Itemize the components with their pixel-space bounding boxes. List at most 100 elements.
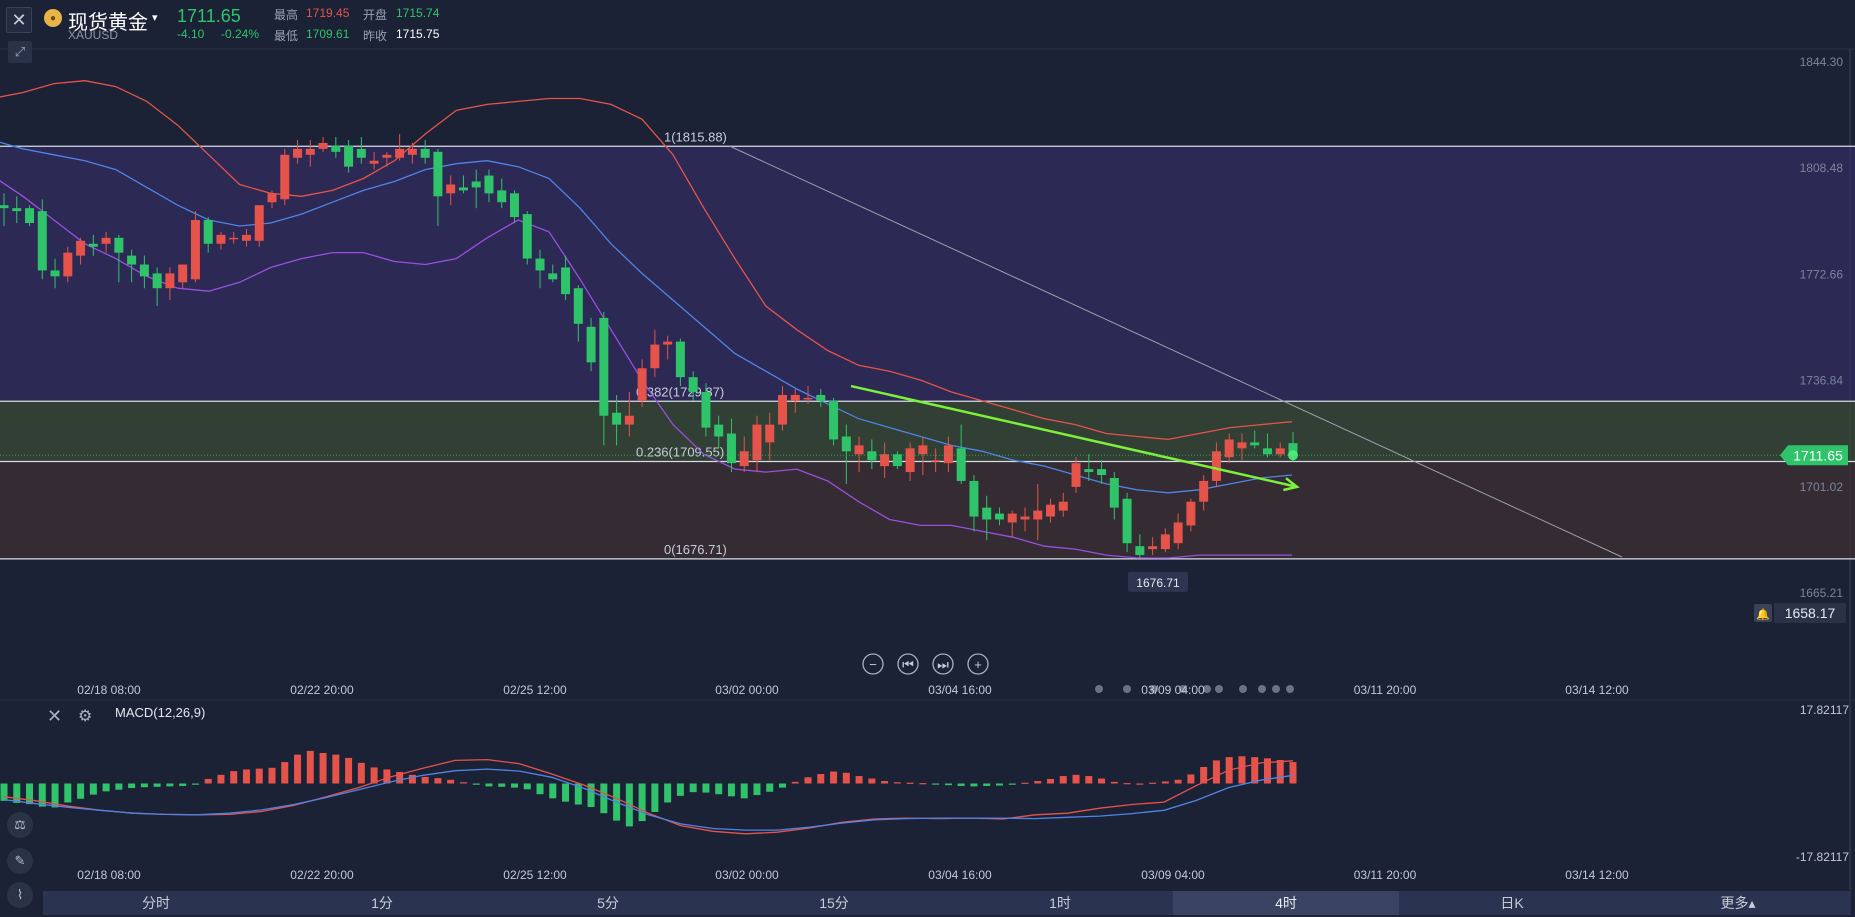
range-dot[interactable] bbox=[1203, 685, 1211, 693]
candle-body[interactable] bbox=[956, 448, 966, 481]
tab-timeframe-line[interactable]: 分时 bbox=[142, 895, 170, 911]
zoom-in-button[interactable] bbox=[967, 653, 989, 675]
candle-style-button[interactable]: ⚖ bbox=[7, 812, 33, 838]
chevron-down-icon[interactable]: ▾ bbox=[152, 12, 158, 24]
candle-body[interactable] bbox=[254, 205, 264, 241]
candle-body[interactable] bbox=[1058, 501, 1068, 511]
candle-body[interactable] bbox=[854, 445, 864, 455]
candle-body[interactable] bbox=[356, 148, 366, 158]
candle-body[interactable] bbox=[714, 424, 724, 437]
candle-body[interactable] bbox=[778, 394, 788, 425]
tab-timeframe-1m[interactable]: 1分 bbox=[371, 895, 393, 911]
candle-body[interactable] bbox=[586, 326, 596, 363]
candle-body[interactable] bbox=[752, 424, 762, 461]
zoom-out-button[interactable] bbox=[862, 653, 884, 675]
tab-timeframe-day[interactable]: 日K bbox=[1500, 895, 1524, 911]
candle-body[interactable] bbox=[1262, 448, 1272, 455]
candle-body[interactable] bbox=[178, 264, 188, 283]
candle-body[interactable] bbox=[841, 436, 851, 452]
candle-body[interactable] bbox=[1097, 469, 1107, 476]
candle-body[interactable] bbox=[1046, 504, 1056, 517]
candle-body[interactable] bbox=[1160, 534, 1170, 550]
candle-body[interactable] bbox=[76, 240, 86, 256]
candle-body[interactable] bbox=[509, 193, 519, 218]
candle-body[interactable] bbox=[1288, 443, 1298, 456]
candle-body[interactable] bbox=[943, 445, 953, 464]
candle-body[interactable] bbox=[1033, 510, 1043, 520]
candle-body[interactable] bbox=[446, 184, 456, 194]
gear-icon[interactable]: ⚙ bbox=[78, 708, 93, 725]
candle-body[interactable] bbox=[1211, 451, 1221, 481]
candle-body[interactable] bbox=[1084, 469, 1094, 473]
range-dot[interactable] bbox=[1179, 685, 1187, 693]
candle-body[interactable] bbox=[790, 394, 800, 401]
candle-body[interactable] bbox=[867, 451, 877, 461]
symbol-name[interactable]: 现货黄金 bbox=[68, 12, 148, 34]
candle-body[interactable] bbox=[0, 205, 9, 209]
candle-body[interactable] bbox=[1071, 463, 1081, 487]
candle-body[interactable] bbox=[1275, 448, 1285, 455]
candle-body[interactable] bbox=[127, 255, 137, 265]
range-dot[interactable] bbox=[1286, 685, 1294, 693]
candle-body[interactable] bbox=[739, 451, 749, 467]
draw-tool-button[interactable]: ✎ bbox=[7, 848, 33, 874]
candle-body[interactable] bbox=[905, 448, 915, 473]
candle-body[interactable] bbox=[484, 175, 494, 194]
candle-body[interactable] bbox=[37, 211, 47, 271]
candle-body[interactable] bbox=[599, 317, 609, 416]
range-dot[interactable] bbox=[1239, 685, 1247, 693]
candle-body[interactable] bbox=[50, 270, 60, 277]
candle-body[interactable] bbox=[726, 433, 736, 464]
candle-body[interactable] bbox=[969, 480, 979, 517]
candle-body[interactable] bbox=[267, 193, 277, 203]
candle-body[interactable] bbox=[420, 148, 430, 158]
candle-body[interactable] bbox=[803, 397, 813, 400]
candle-body[interactable] bbox=[688, 377, 698, 393]
step-forward-button[interactable] bbox=[932, 653, 954, 675]
candle-body[interactable] bbox=[280, 154, 290, 200]
candle-body[interactable] bbox=[982, 507, 992, 520]
candle-body[interactable] bbox=[663, 341, 673, 345]
candle-body[interactable] bbox=[152, 273, 162, 289]
candle-body[interactable] bbox=[1250, 442, 1260, 446]
expand-button[interactable]: ⤢ bbox=[8, 41, 32, 63]
candle-body[interactable] bbox=[522, 214, 532, 259]
candle-body[interactable] bbox=[1173, 522, 1183, 544]
candle-body[interactable] bbox=[139, 264, 149, 277]
candle-body[interactable] bbox=[535, 258, 545, 271]
bell-icon[interactable] bbox=[1754, 604, 1772, 622]
candle-body[interactable] bbox=[701, 392, 711, 428]
candle-body[interactable] bbox=[382, 154, 392, 158]
candle-body[interactable] bbox=[1224, 439, 1234, 458]
candle-body[interactable] bbox=[1122, 498, 1132, 544]
close-indicator-button[interactable]: ✕ bbox=[47, 706, 63, 726]
candle-body[interactable] bbox=[305, 148, 315, 155]
candle-body[interactable] bbox=[1007, 513, 1017, 523]
candle-body[interactable] bbox=[1148, 546, 1158, 550]
candle-body[interactable] bbox=[395, 148, 405, 158]
candle-body[interactable] bbox=[293, 148, 303, 158]
candle-body[interactable] bbox=[101, 237, 111, 244]
candle-body[interactable] bbox=[880, 454, 890, 467]
candle-body[interactable] bbox=[892, 454, 902, 467]
candle-body[interactable] bbox=[816, 394, 826, 401]
candle-body[interactable] bbox=[561, 267, 571, 295]
candle-body[interactable] bbox=[829, 400, 839, 440]
candle-body[interactable] bbox=[765, 424, 775, 443]
candle-body[interactable] bbox=[344, 145, 354, 167]
tab-timeframe-4h[interactable]: 4时 bbox=[1173, 891, 1399, 915]
range-dot[interactable] bbox=[1123, 685, 1131, 693]
candle-body[interactable] bbox=[203, 220, 213, 244]
candle-body[interactable] bbox=[1186, 501, 1196, 526]
candle-body[interactable] bbox=[331, 145, 341, 152]
candle-body[interactable] bbox=[612, 412, 622, 425]
candle-body[interactable] bbox=[624, 415, 634, 425]
candle-body[interactable] bbox=[318, 142, 328, 149]
candle-body[interactable] bbox=[458, 187, 468, 191]
candle-body[interactable] bbox=[650, 344, 660, 369]
candle-body[interactable] bbox=[25, 208, 35, 223]
tab-timeframe-more[interactable]: 更多▴ bbox=[1720, 895, 1756, 911]
candle-body[interactable] bbox=[548, 273, 558, 280]
tab-timeframe-1h[interactable]: 1时 bbox=[1049, 895, 1071, 911]
step-back-button[interactable] bbox=[897, 653, 919, 675]
